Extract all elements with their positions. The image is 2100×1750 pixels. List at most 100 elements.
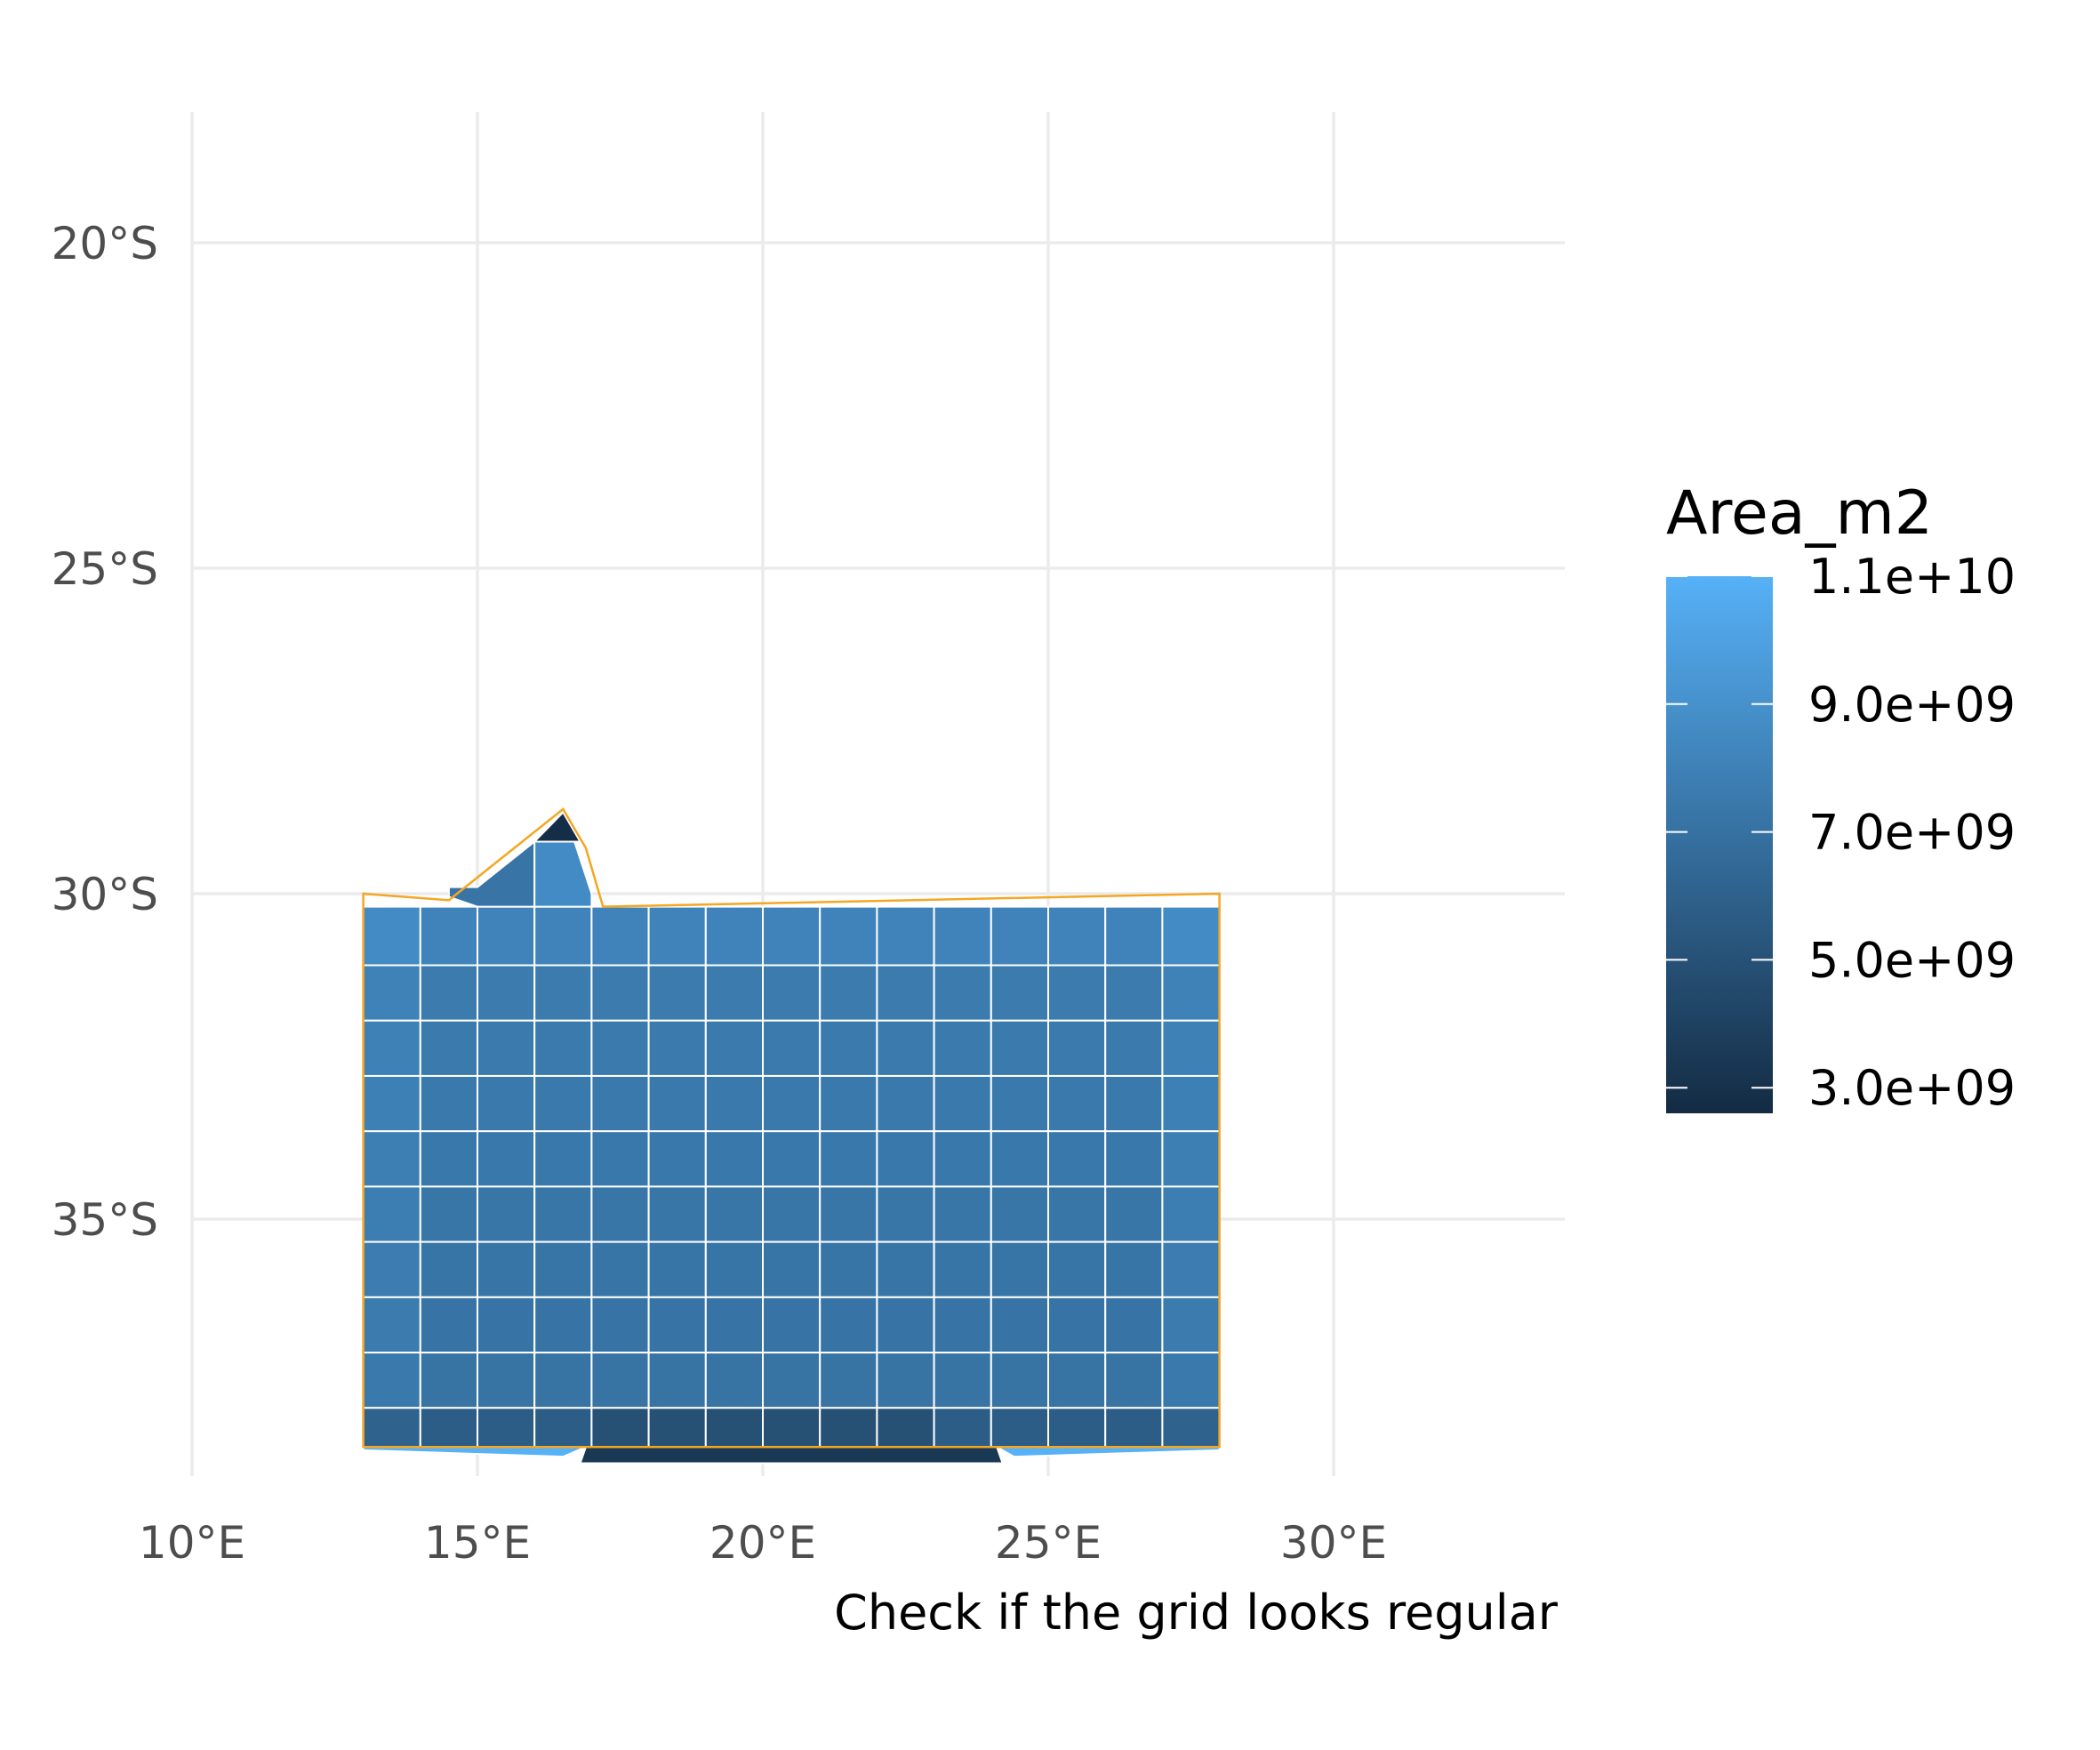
grid-cell — [533, 1185, 593, 1243]
grid-cell — [1104, 1019, 1164, 1077]
grid-cell — [990, 1240, 1050, 1298]
grid-cell — [819, 1352, 878, 1409]
grid-cell — [704, 1074, 764, 1133]
grid-cell — [419, 1240, 478, 1298]
y-tick-label-0: 20°S — [52, 218, 158, 269]
legend: Area_m2 1.1e+10 9.0e+09 7.0e+09 5.0e+09 3.0e… — [1666, 478, 2016, 1116]
grid-cell — [876, 1185, 935, 1243]
grid-cell — [1104, 1130, 1164, 1188]
grid-cell — [590, 1407, 650, 1449]
grid-cell — [1047, 905, 1107, 967]
grid-cell — [362, 964, 421, 1022]
legend-label-4: 3.0e+09 — [1808, 1060, 2016, 1116]
grid-cell — [533, 1407, 593, 1449]
grid-cell — [933, 1019, 992, 1077]
grid-cell — [647, 905, 707, 967]
grid-cell — [1104, 964, 1164, 1022]
grid-cell — [590, 1185, 650, 1243]
x-tick-label-4: 30°E — [1280, 1517, 1387, 1569]
grid-cell — [762, 1407, 822, 1449]
grid-cell — [1047, 1296, 1107, 1354]
grid-cell — [704, 964, 764, 1022]
grid-cell — [933, 1185, 992, 1243]
grid-cell — [933, 1130, 992, 1188]
grid-cell — [647, 1185, 707, 1243]
grid-cell — [647, 1240, 707, 1298]
grid-cell — [419, 1296, 478, 1354]
legend-label-0: 1.1e+10 — [1808, 549, 2016, 605]
grid-cell — [933, 905, 992, 967]
grid-cell — [990, 1352, 1050, 1409]
grid-cell — [533, 1240, 593, 1298]
grid-cell — [533, 1074, 593, 1133]
grid-cell — [1104, 1185, 1164, 1243]
grid-cell — [590, 1074, 650, 1133]
grid-cell — [362, 1352, 421, 1409]
grid-cell — [1161, 1185, 1221, 1243]
grid-cell — [1104, 1074, 1164, 1133]
grid-cell — [362, 905, 421, 967]
grid-cell — [1161, 1074, 1221, 1133]
grid-cell — [933, 1296, 992, 1354]
x-tick-label-2: 20°E — [709, 1517, 816, 1569]
grid-cell — [1047, 1185, 1107, 1243]
grid-cell — [647, 1074, 707, 1133]
grid-cell — [762, 1240, 822, 1298]
grid-cell — [990, 964, 1050, 1022]
grid-cell — [362, 1185, 421, 1243]
grid-cell — [933, 964, 992, 1022]
grid-cell — [1161, 1019, 1221, 1077]
grid-cell — [762, 1019, 822, 1077]
grid-cell — [990, 1185, 1050, 1243]
grid-cell — [477, 1296, 536, 1354]
grid-cell — [477, 1074, 536, 1133]
plot-caption: Check if the grid looks regular — [834, 1585, 1559, 1641]
grid-cell — [532, 810, 582, 843]
grid-cell — [477, 1240, 536, 1298]
grid-cell — [419, 905, 478, 967]
grid-cell — [362, 1130, 421, 1188]
grid-cell — [1161, 1240, 1221, 1298]
grid-cell — [819, 964, 878, 1022]
grid-cell — [590, 964, 650, 1022]
grid-cell — [1047, 1019, 1107, 1077]
y-tick-label-3: 35°S — [52, 1194, 158, 1246]
grid-cell — [762, 1130, 822, 1188]
grid-cell — [419, 1407, 478, 1449]
grid-cell — [419, 1352, 478, 1409]
grid-cell — [419, 1074, 478, 1133]
grid-cell — [1047, 1130, 1107, 1188]
grid-cell — [1161, 1407, 1221, 1449]
grid-cell — [419, 1019, 478, 1077]
grid-cell — [704, 1185, 764, 1243]
grid-cell — [533, 905, 593, 967]
grid-cell — [704, 1407, 764, 1449]
grid-cell — [590, 1352, 650, 1409]
legend-label-3: 5.0e+09 — [1808, 932, 2016, 988]
grid-cell — [819, 905, 878, 967]
grid-cell — [704, 905, 764, 967]
grid-cell — [990, 1296, 1050, 1354]
grid-cell — [647, 1130, 707, 1188]
grid-cell — [762, 964, 822, 1022]
grid-cell — [762, 1185, 822, 1243]
grid-cell — [1161, 1130, 1221, 1188]
grid-cell — [762, 1074, 822, 1133]
legend-label-2: 7.0e+09 — [1808, 805, 2016, 861]
grid-cell — [933, 1240, 992, 1298]
grid-cell — [1104, 905, 1164, 967]
grid-cell — [477, 1352, 536, 1409]
x-tick-label-3: 25°E — [995, 1517, 1102, 1569]
y-axis-labels: 20°S 25°S 30°S 35°S — [52, 218, 158, 1246]
outline-polygon — [362, 807, 1221, 1449]
grid-cell — [819, 1185, 878, 1243]
grid-cell — [704, 1240, 764, 1298]
grid-cell — [419, 1130, 478, 1188]
grid-cell — [933, 1352, 992, 1409]
grid-cell — [1104, 1296, 1164, 1354]
grid-cell — [647, 1407, 707, 1449]
legend-colorbar — [1666, 576, 1773, 1113]
grid-cell — [819, 1074, 878, 1133]
grid-cell — [579, 1446, 1005, 1465]
